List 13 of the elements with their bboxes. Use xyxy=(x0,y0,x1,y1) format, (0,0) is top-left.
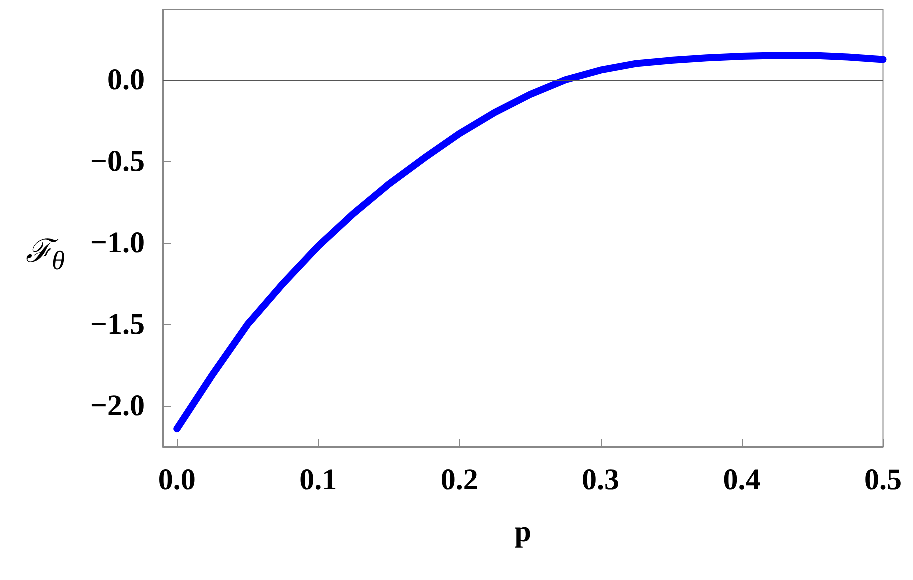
y-tick-label: −0.5 xyxy=(90,145,145,178)
y-tick-label: −1.0 xyxy=(90,226,145,260)
y-tick-label: −2.0 xyxy=(90,390,145,423)
y-axis-title: ℱ$_{θ}$ xyxy=(26,232,66,276)
x-tick-label: 0.2 xyxy=(440,464,478,496)
x-tick-label: 0.0 xyxy=(158,464,196,496)
y-tick-label: 0.0 xyxy=(108,64,145,97)
x-tick-label: 0.1 xyxy=(300,464,338,496)
x-tick-label: 0.4 xyxy=(723,464,761,496)
x-tick-label: 0.3 xyxy=(582,464,620,496)
x-axis-title: p xyxy=(514,516,532,548)
y-tick-label: −1.5 xyxy=(90,308,145,342)
x-tick-label: 0.5 xyxy=(864,464,902,496)
